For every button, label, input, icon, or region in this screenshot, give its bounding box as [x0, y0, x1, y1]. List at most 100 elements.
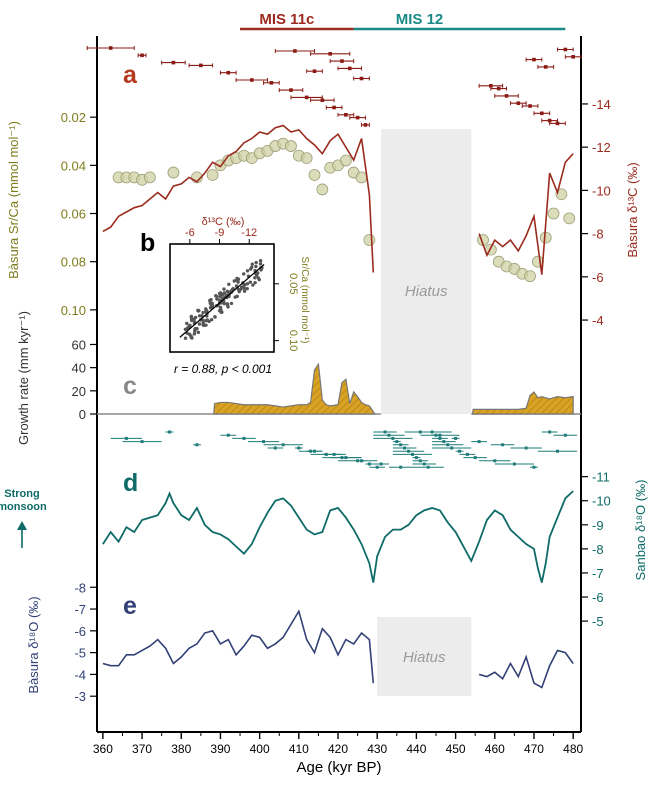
inset-point [209, 318, 214, 322]
inset-point [259, 268, 263, 272]
inset-point [253, 276, 257, 280]
monsoon-arrowhead-icon [17, 521, 27, 530]
d13c-tick-label: -8 [592, 227, 604, 242]
age-error-point [524, 446, 528, 450]
age-error-point [532, 57, 536, 62]
inset-point [245, 269, 250, 273]
age-error-point [332, 105, 336, 110]
sanbao-tick-label: -7 [592, 566, 604, 581]
inset-xlabel: δ¹³C (‰) [202, 216, 245, 228]
d13c-tick-label: -12 [592, 140, 611, 155]
age-error-point [328, 52, 332, 56]
basura-d18o-tick-label: -8 [74, 580, 86, 595]
inset-point [239, 285, 244, 289]
age-error-point [347, 66, 352, 71]
mis-bars: MIS 11c MIS 12 [240, 11, 566, 31]
inset-point [204, 318, 208, 323]
panel-letter-b: b [140, 229, 155, 257]
inset-point [222, 301, 226, 306]
inset-point [197, 314, 202, 318]
basura-d18o-tick-label: -4 [74, 667, 86, 682]
ylabel-growth: Growth rate (mm kyr⁻¹) [16, 311, 31, 445]
inset-point [256, 271, 260, 275]
age-error-point [363, 123, 368, 127]
age-error-point [395, 440, 399, 444]
srca-point [206, 169, 219, 181]
age-error-point [528, 104, 532, 108]
panel-c [97, 362, 581, 415]
age-error-point [532, 465, 536, 469]
mis-label: MIS 11c [259, 11, 314, 28]
inset-point [226, 305, 230, 309]
inset-point [185, 326, 190, 330]
hiatus-label: Hiatus [403, 649, 446, 666]
srca-point [308, 169, 321, 181]
age-error-point [504, 94, 509, 98]
age-error-point [108, 46, 113, 50]
basura-d18o-tick-label: -5 [74, 646, 86, 661]
age-error-point [418, 459, 422, 463]
age-error-point [458, 449, 462, 453]
age-error-point [410, 452, 414, 456]
d13c-tick-label: -14 [592, 97, 611, 112]
inset-point [217, 298, 222, 302]
inset-point [242, 289, 247, 293]
age-error-point [563, 433, 567, 437]
srca-point [285, 140, 297, 152]
inset-point [251, 283, 255, 287]
age-error-point [399, 443, 403, 447]
age-error-point [391, 436, 395, 440]
x-tick-label: 400 [250, 742, 270, 756]
srca-point [355, 171, 368, 184]
inset-point [214, 294, 218, 298]
basura-d18o-line [478, 649, 574, 689]
inset-xtick-label: -6 [185, 227, 195, 239]
inset-point [237, 289, 241, 294]
inset-point [201, 310, 205, 315]
age-error-point [383, 430, 387, 434]
growth-area [471, 391, 574, 415]
srca-point [339, 154, 352, 167]
sanbao-tick-label: -11 [592, 470, 610, 485]
inset-point [242, 286, 247, 290]
age-error-point [171, 60, 176, 65]
inset-point [192, 332, 197, 336]
age-error-point [355, 115, 360, 120]
sanbao-tick-label: -8 [592, 542, 604, 557]
x-axis-label: Age (kyr BP) [296, 759, 381, 776]
age-error-point [293, 49, 297, 53]
x-tick-label: 380 [171, 742, 191, 756]
age-error-point [140, 53, 144, 58]
inset-point [232, 279, 237, 283]
age-error-point [555, 449, 559, 453]
inset-point [193, 327, 198, 331]
age-error-point [547, 118, 552, 123]
inset-point [193, 315, 198, 320]
inset-point [183, 336, 188, 340]
ylabel-basura-d18o: Bàsura δ¹⁸O (‰) [26, 596, 41, 693]
age-error-point [496, 86, 501, 91]
inset-point [236, 277, 241, 281]
inset-point [222, 287, 226, 291]
srca-tick-label: 0.02 [61, 110, 86, 125]
sanbao-tick-label: -6 [592, 590, 604, 605]
d13c-line [478, 153, 574, 275]
srca-tick-label: 0.08 [61, 255, 86, 270]
age-error-point [124, 436, 128, 440]
inset-point [254, 264, 258, 269]
panel-a [102, 124, 576, 283]
age-error-point [375, 465, 379, 469]
age-error-point [269, 81, 274, 85]
age-error-point [454, 436, 458, 440]
inset-point [221, 292, 225, 296]
age-error-point [407, 449, 411, 453]
inset-point [229, 301, 234, 306]
x-tick-label: 460 [485, 742, 505, 756]
inset-point [218, 305, 223, 310]
sanbao-d18o-line [102, 490, 574, 583]
panel-b-inset: -6 -9 -12 0.05 0.10 [169, 227, 299, 353]
age-error-point [297, 446, 301, 450]
age-error-point [540, 111, 544, 116]
age-error-point [442, 440, 446, 444]
